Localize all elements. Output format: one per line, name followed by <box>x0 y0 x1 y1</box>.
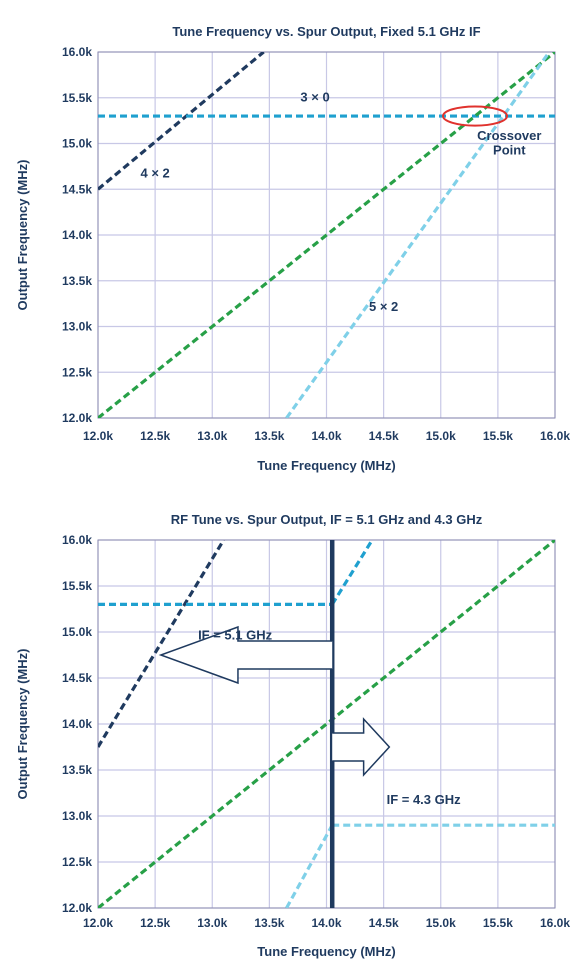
y-tick-label: 15.0k <box>62 137 92 151</box>
x-tick-label: 14.0k <box>311 429 341 443</box>
chart-2-svg: RF Tune vs. Spur Output, IF = 5.1 GHz an… <box>15 512 570 959</box>
x-tick-label: 12.0k <box>83 916 113 930</box>
annotation-label: IF = 4.3 GHz <box>387 792 462 807</box>
y-tick-label: 15.0k <box>62 625 92 639</box>
y-tick-label: 14.0k <box>62 228 92 242</box>
annotation-label: 4 × 2 <box>140 165 169 180</box>
x-tick-label: 12.0k <box>83 429 113 443</box>
x-tick-label: 14.5k <box>369 429 399 443</box>
arrow-left <box>158 625 333 685</box>
series-line-2 <box>330 540 374 606</box>
series-line-0 <box>98 52 265 191</box>
annotation-label: 5 × 2 <box>369 299 398 314</box>
chart-title: RF Tune vs. Spur Output, IF = 5.1 GHz an… <box>171 512 483 527</box>
series-line-2 <box>98 52 555 418</box>
chart-title: Tune Frequency vs. Spur Output, Fixed 5.… <box>172 24 480 39</box>
y-tick-label: 14.5k <box>62 182 92 196</box>
x-tick-label: 12.5k <box>140 916 170 930</box>
y-tick-label: 15.5k <box>62 91 92 105</box>
x-tick-label: 12.5k <box>140 429 170 443</box>
annotation-label: Point <box>493 142 526 157</box>
x-tick-label: 15.5k <box>483 916 513 930</box>
plot-frame <box>97 539 556 909</box>
x-tick-label: 15.5k <box>483 429 513 443</box>
y-tick-label: 14.5k <box>62 671 92 685</box>
chart-tune-vs-spur-fixed-if: Tune Frequency vs. Spur Output, Fixed 5.… <box>0 0 587 480</box>
series-line-0 <box>98 540 226 748</box>
x-tick-label: 14.5k <box>369 916 399 930</box>
y-tick-label: 13.5k <box>62 274 92 288</box>
y-tick-label: 15.5k <box>62 579 92 593</box>
annotation-label: 3 × 0 <box>300 89 329 104</box>
y-tick-label: 12.0k <box>62 901 92 915</box>
y-tick-label: 12.5k <box>62 365 92 379</box>
x-tick-label: 15.0k <box>426 916 456 930</box>
y-axis-label: Output Frequency (MHz) <box>15 649 30 800</box>
x-axis-label: Tune Frequency (MHz) <box>257 458 395 473</box>
y-tick-label: 16.0k <box>62 533 92 547</box>
x-tick-label: 16.0k <box>540 429 570 443</box>
x-tick-label: 15.0k <box>426 429 456 443</box>
crossover-marker <box>442 105 509 127</box>
x-tick-label: 14.0k <box>311 916 341 930</box>
y-tick-label: 12.5k <box>62 855 92 869</box>
x-tick-label: 13.5k <box>254 916 284 930</box>
y-tick-label: 14.0k <box>62 717 92 731</box>
x-tick-label: 13.5k <box>254 429 284 443</box>
annotation-label: Crossover <box>477 128 541 143</box>
x-tick-label: 16.0k <box>540 916 570 930</box>
chart-rf-tune-vs-spur-dual-if: RF Tune vs. Spur Output, IF = 5.1 GHz an… <box>0 490 587 966</box>
x-tick-label: 13.0k <box>197 916 227 930</box>
annotation-label: IF = 5.1 GHz <box>198 627 273 642</box>
y-tick-label: 13.5k <box>62 763 92 777</box>
y-tick-label: 12.0k <box>62 411 92 425</box>
x-tick-label: 13.0k <box>197 429 227 443</box>
y-tick-label: 13.0k <box>62 809 92 823</box>
series-line-4 <box>285 824 334 908</box>
y-axis-label: Output Frequency (MHz) <box>15 160 30 311</box>
chart-1-svg: Tune Frequency vs. Spur Output, Fixed 5.… <box>15 24 570 473</box>
x-axis-label: Tune Frequency (MHz) <box>257 944 395 959</box>
y-tick-label: 16.0k <box>62 45 92 59</box>
y-tick-label: 13.0k <box>62 320 92 334</box>
arrow-right <box>332 717 391 777</box>
plot-frame <box>97 51 556 419</box>
series-line-3 <box>98 540 555 908</box>
